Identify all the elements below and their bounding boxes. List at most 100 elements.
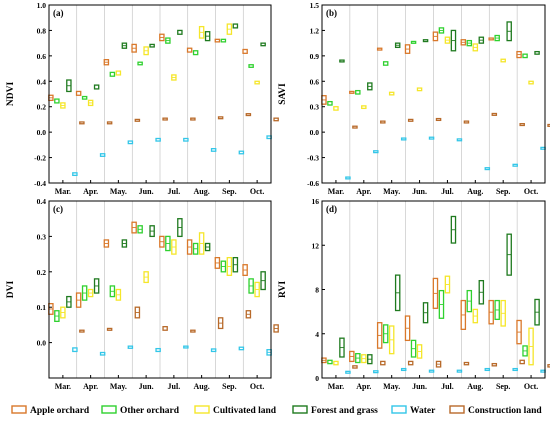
y-tick-label: 16	[312, 197, 320, 206]
x-tick-label: Jul.	[441, 382, 454, 391]
plot-frame	[321, 4, 546, 184]
box-other-apr	[81, 95, 88, 100]
legend-label-forest: Forest and grass	[311, 406, 378, 416]
box-water-aug	[210, 348, 217, 353]
y-tick-label: 4	[315, 330, 319, 339]
box-forest-jun	[149, 43, 155, 48]
legend-swatch-apple	[11, 405, 27, 414]
box-construction-apr	[380, 360, 386, 366]
box-water-apr	[99, 351, 106, 356]
y-axis-label: NDVI	[6, 82, 16, 107]
box-construction-jun	[162, 117, 168, 121]
legend-label-water: Water	[410, 406, 436, 416]
y-tick-label: 0.3	[37, 232, 47, 241]
y-tick-label: 0.3	[310, 103, 320, 112]
x-tick-label: Jul.	[441, 187, 454, 196]
panel-label: (b)	[326, 8, 337, 18]
y-tick-label: 8	[315, 286, 319, 295]
x-tick-label: Sep.	[496, 382, 510, 391]
y-tick-label: 0.2	[37, 268, 47, 277]
box-water-aug	[484, 367, 491, 372]
x-tick-label: Apr.	[356, 382, 371, 391]
box-construction-aug	[491, 362, 498, 367]
box-other-oct	[522, 53, 528, 59]
box-water-apr	[99, 153, 106, 157]
box-construction-aug	[491, 112, 498, 116]
y-tick-label: 0.0	[37, 128, 47, 137]
y-tick-label: 0.2	[37, 103, 47, 112]
box-water-aug	[484, 167, 491, 171]
x-tick-label: Apr.	[83, 382, 98, 391]
box-water-mar	[345, 176, 351, 180]
box-water-may	[400, 367, 407, 372]
box-construction-jul	[463, 120, 470, 124]
x-tick-label: Jun.	[139, 187, 154, 196]
box-construction-jun	[435, 117, 442, 122]
legend-swatch-water	[391, 405, 407, 414]
box-water-may	[127, 140, 134, 145]
y-tick-label: 0.0	[310, 128, 320, 137]
box-apple-apr	[349, 90, 355, 94]
box-water-sep	[238, 150, 245, 155]
box-water-mar	[72, 172, 78, 177]
panel-ndvi: -0.4 -0.2 0.0 0.2 0.4 0.6 0.8 1.0 Mar. Apr. May. Ju…	[6, 1, 279, 196]
x-tick-label: Mar.	[55, 187, 71, 196]
box-construction-apr	[106, 327, 113, 331]
box-construction-mar	[352, 125, 358, 129]
box-apple-oct	[242, 48, 248, 54]
box-other-oct	[248, 64, 254, 68]
box-water-jun	[155, 347, 161, 353]
y-axis-label: RVI	[278, 281, 288, 298]
box-other-may	[109, 71, 116, 77]
box-water-jun	[155, 137, 161, 142]
x-tick-label: May.	[383, 382, 400, 391]
box-construction-jul	[190, 117, 196, 121]
x-tick-label: Aug.	[194, 187, 210, 196]
y-tick-label: 0.1	[37, 303, 47, 312]
legend-label-cultivated: Cultivated land	[213, 406, 277, 416]
box-construction-mar	[352, 365, 358, 369]
box-apple-aug	[186, 47, 193, 53]
x-tick-label: May.	[110, 382, 127, 391]
box-construction-jun	[162, 326, 168, 331]
box-cultivated-jun	[416, 87, 423, 92]
y-tick-label: 0.4	[37, 77, 47, 86]
x-tick-label: Mar.	[328, 187, 344, 196]
box-water-may	[400, 137, 407, 141]
box-other-sep	[220, 38, 227, 43]
box-construction-mar	[79, 329, 85, 333]
box-construction-oct	[547, 123, 550, 127]
x-tick-label: May.	[383, 187, 400, 196]
box-cultivated-oct	[528, 80, 534, 85]
box-water-jul	[183, 137, 189, 142]
box-water-sep	[512, 163, 518, 167]
box-water-sep	[238, 346, 245, 351]
box-water-aug	[210, 148, 217, 152]
box-water-may	[127, 345, 134, 349]
box-construction-mar	[79, 121, 85, 125]
y-tick-label: -0.2	[34, 154, 46, 163]
box-construction-apr	[380, 120, 386, 124]
box-construction-jul	[463, 361, 470, 366]
box-apple-may	[376, 47, 383, 51]
legend-label-apple: Apple orchard	[30, 406, 90, 416]
panel-label: (a)	[53, 8, 64, 18]
y-tick-label: 0.6	[310, 77, 320, 86]
box-water-jul	[456, 138, 463, 142]
y-tick-label: 0.0	[37, 339, 47, 348]
box-other-jun	[137, 61, 143, 66]
panel-rvi: 0 4 8 12 16 Mar. Apr. May. Jun. Jul. Aug. Sep. Oct. (…	[278, 197, 550, 391]
y-tick-label: 0	[315, 374, 319, 383]
box-cultivated-mar	[333, 106, 339, 111]
y-tick-label: 12	[312, 241, 320, 250]
x-tick-label: Oct.	[524, 382, 538, 391]
x-tick-label: Oct.	[250, 382, 264, 391]
y-tick-label: 0.8	[37, 26, 47, 35]
x-tick-label: Mar.	[328, 382, 344, 391]
panel-label: (d)	[326, 204, 337, 214]
x-tick-label: May.	[110, 187, 127, 196]
legend-swatch-construction	[449, 405, 465, 414]
box-construction-may	[407, 118, 414, 122]
box-water-jul	[183, 345, 189, 349]
